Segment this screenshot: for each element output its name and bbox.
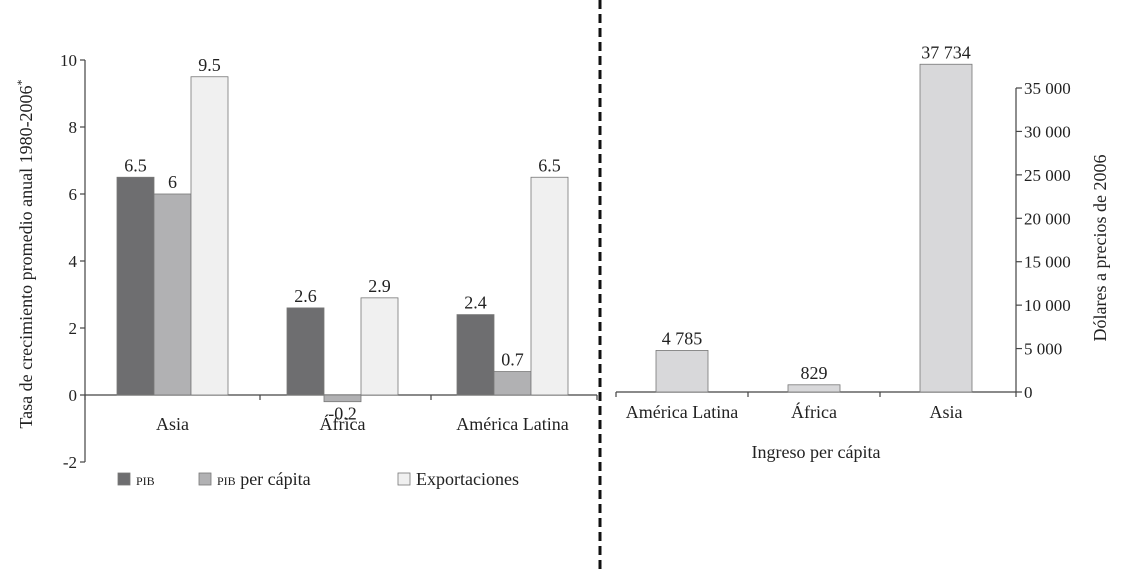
right-data-label: 37 734 xyxy=(921,42,971,62)
left-bar-1-1 xyxy=(323,394,362,403)
right-y-ticks: 35 000 30 000 25 000 20 000 15 000 10 000 5 00… xyxy=(1016,79,1071,402)
right-data-labels: 4 785 829 37 734 xyxy=(662,42,971,383)
right-chart: 35 000 30 000 25 000 20 000 15 000 10 000 5 00… xyxy=(615,42,1110,462)
left-bar-0-2 xyxy=(190,76,229,396)
left-y-ticks: 10 8 6 4 2 0 -2 xyxy=(60,51,85,472)
left-y-tick-label: -2 xyxy=(63,453,77,472)
legend-swatch xyxy=(117,472,131,486)
right-data-label: 4 785 xyxy=(662,328,703,348)
left-bar-1-2 xyxy=(360,297,399,396)
legend-label: PIB per cápita xyxy=(217,469,311,489)
left-y-tick-label: 10 xyxy=(60,51,77,70)
right-data-label: 829 xyxy=(801,363,828,383)
left-y-tick-label: 0 xyxy=(69,386,78,405)
right-y-tick-label: 35 000 xyxy=(1024,79,1071,98)
left-category-label: Asia xyxy=(156,414,189,434)
left-data-label: 6.5 xyxy=(538,155,561,175)
left-y-tick-label: 6 xyxy=(69,185,78,204)
left-category-labels: Asia África América Latina xyxy=(156,413,569,434)
left-y-tick-label: 2 xyxy=(69,319,78,338)
left-data-label: -0.2 xyxy=(328,404,357,424)
right-y-tick-label: 5 000 xyxy=(1024,340,1062,359)
right-y-tick-label: 15 000 xyxy=(1024,253,1071,272)
right-bars xyxy=(655,63,973,393)
right-category-labels: América Latina África Asia xyxy=(626,401,963,422)
right-x-axis-title: Ingreso per cápita xyxy=(752,442,881,462)
left-data-label: 2.9 xyxy=(368,276,391,296)
left-category-label: América Latina xyxy=(456,414,568,434)
left-y-tick-label: 4 xyxy=(69,252,78,271)
left-data-label: 6 xyxy=(168,172,177,192)
right-category-label: Asia xyxy=(930,402,963,422)
legend-swatch xyxy=(397,472,411,486)
left-bar-2-2 xyxy=(530,176,569,396)
left-bars xyxy=(116,76,569,403)
right-category-label: América Latina xyxy=(626,402,738,422)
left-data-labels: 6.5 6 9.5 2.6 -0.2 2.9 2.4 0.7 6.5 xyxy=(124,55,561,424)
right-y-axis-title: Dólares a precios de 2006 xyxy=(1090,155,1110,342)
right-category-label: África xyxy=(791,401,837,422)
left-data-label: 2.4 xyxy=(464,293,487,313)
left-bar-0-1 xyxy=(153,193,192,396)
left-data-label: 2.6 xyxy=(294,286,317,306)
right-y-tick-label: 10 000 xyxy=(1024,296,1071,315)
left-x-ticks xyxy=(84,395,598,400)
right-bar-0 xyxy=(655,350,709,393)
left-data-label: 0.7 xyxy=(501,350,524,370)
left-bar-1-0 xyxy=(286,307,325,396)
left-bar-2-1 xyxy=(493,371,532,396)
left-chart: 10 8 6 4 2 0 -2 6.5 6 9.5 2.6 -0.2 2.9 2.4 0.7 6.5 Asi… xyxy=(14,51,598,489)
left-y-tick-label: 8 xyxy=(69,118,78,137)
legend-label: PIB xyxy=(136,474,155,488)
left-bar-2-0 xyxy=(456,314,495,396)
right-y-tick-label: 30 000 xyxy=(1024,122,1071,141)
right-bar-1 xyxy=(787,384,841,393)
left-y-axis-title: Tasa de crecimiento promedio anual 1980-… xyxy=(14,79,36,428)
left-bar-0-0 xyxy=(116,176,155,396)
legend-swatch xyxy=(198,472,212,486)
right-bar-2 xyxy=(919,63,973,393)
right-x-ticks xyxy=(615,392,1017,397)
legend: PIB PIB per cápita Exportaciones xyxy=(117,469,519,489)
left-data-label: 9.5 xyxy=(198,55,221,75)
right-y-tick-label: 0 xyxy=(1024,383,1033,402)
left-data-label: 6.5 xyxy=(124,155,147,175)
legend-label: Exportaciones xyxy=(416,469,519,489)
left-category-label: África xyxy=(320,413,366,434)
right-y-tick-label: 20 000 xyxy=(1024,209,1071,228)
right-y-tick-label: 25 000 xyxy=(1024,166,1071,185)
